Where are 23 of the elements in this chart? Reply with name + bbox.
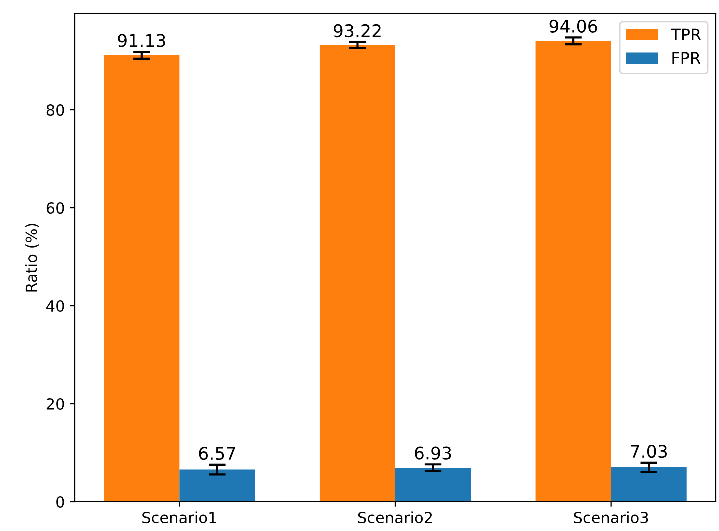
data-label: 91.13 <box>118 34 166 48</box>
y-tick-label: 80 <box>46 104 64 116</box>
data-label: 6.93 <box>415 446 452 460</box>
y-tick-label: 0 <box>56 496 64 508</box>
bar <box>180 470 256 502</box>
bar <box>396 468 472 502</box>
data-label: 7.03 <box>631 445 668 458</box>
y-tick-label: 40 <box>46 300 64 312</box>
data-label: 94.06 <box>550 20 598 33</box>
x-tick-label: Scenario1 <box>142 512 216 524</box>
y-tick-label: 20 <box>46 398 64 410</box>
x-tick-label: Scenario3 <box>574 512 648 524</box>
bar <box>536 41 612 502</box>
data-label: 6.57 <box>199 447 236 460</box>
bar <box>104 56 180 502</box>
y-tick-label: 60 <box>46 202 64 214</box>
y-axis-title: Ratio (%) <box>25 224 40 292</box>
bar <box>320 45 396 502</box>
data-label: 93.22 <box>334 24 381 38</box>
legend-label: TPR <box>671 28 702 41</box>
x-tick-label: Scenario2 <box>358 512 432 524</box>
bar <box>611 468 687 502</box>
legend-label: FPR <box>672 52 701 64</box>
